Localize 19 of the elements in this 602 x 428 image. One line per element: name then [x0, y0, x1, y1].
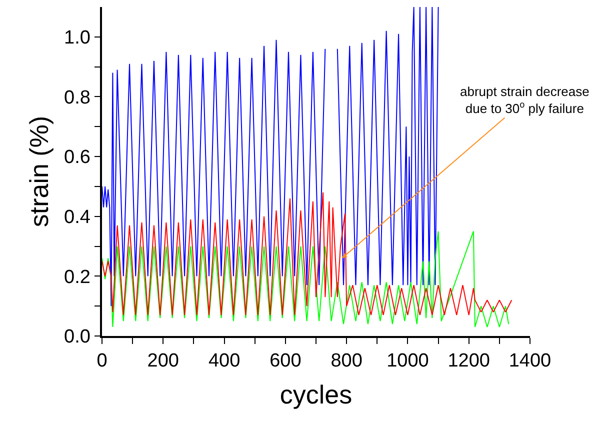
y-tick-label: 0.2: [64, 266, 90, 288]
y-tick-label: 0.6: [64, 147, 90, 168]
x-tick-label: 200: [147, 350, 179, 372]
x-tick-label: 1200: [448, 350, 490, 372]
annotation: abrupt strain decrease due to 30$^{o}$ ply failure: [460, 84, 590, 116]
x-tick-label: 1000: [386, 350, 429, 372]
y-axis-title: strain (%): [24, 116, 54, 228]
y-tick-label: 0.8: [64, 87, 90, 108]
y-tick-label: 0.0: [64, 326, 90, 348]
x-axis-title: cycles: [280, 380, 352, 410]
x-tick-label: 0: [96, 350, 108, 372]
y-tick-label: 0.4: [64, 207, 91, 228]
x-tick-label: 800: [330, 350, 362, 372]
x-tick-label: 400: [208, 350, 240, 372]
line-series: [102, 192, 512, 316]
y-tick-label: 1.0: [64, 28, 90, 49]
line-series: [102, 230, 510, 328]
x-tick-label: 1400: [508, 350, 552, 372]
x-tick-label: 600: [270, 350, 302, 372]
